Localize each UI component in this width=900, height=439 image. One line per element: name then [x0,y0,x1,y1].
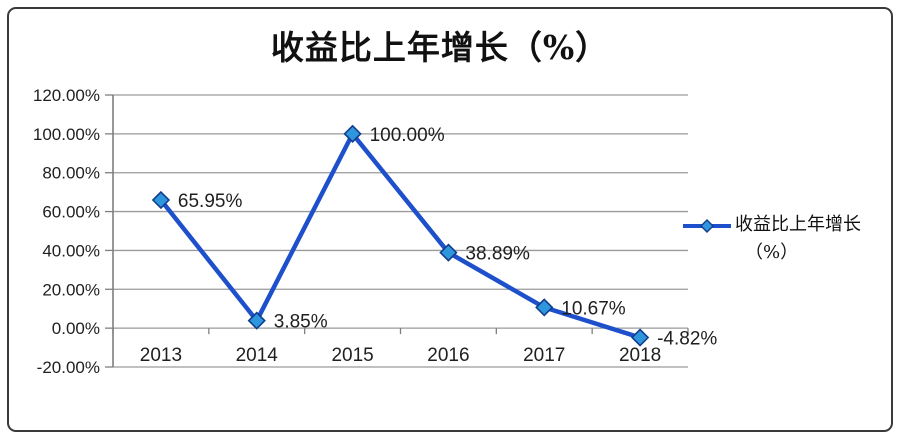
data-point-marker [343,124,362,143]
x-axis-label: 2018 [619,345,661,366]
data-label: 100.00% [370,125,445,146]
legend-label-line1: 收益比上年增长 [735,214,861,235]
y-axis-label: 120.00% [33,86,100,105]
data-point-marker [535,298,554,317]
data-label: 38.89% [465,244,530,265]
legend-label: 收益比上年增长 （%） [735,211,861,267]
data-point-marker [630,328,650,347]
x-axis-label: 2013 [140,345,182,366]
y-axis-label: 60.00% [42,203,100,222]
chart-title: 收益比上年增长（%） [270,28,610,67]
data-label: -4.82% [657,329,717,350]
x-axis-label: 2016 [427,345,469,366]
x-axis-label: 2017 [523,345,565,366]
legend-series-marker-icon [683,219,731,233]
series-line [158,131,643,340]
y-axis-label: 40.00% [42,241,100,260]
legend-diamond-icon [700,219,714,233]
y-axis-label: -20.00% [37,358,100,377]
y-axis-label: 100.00% [33,125,100,144]
x-axis-label: 2014 [236,345,279,366]
x-axis-label: 2015 [331,345,373,366]
y-axis-label: 20.00% [42,280,100,299]
legend: 收益比上年增长 （%） [681,211,861,267]
data-label: 10.67% [561,298,626,319]
data-point-marker [151,190,171,210]
data-label: 3.85% [274,312,328,333]
y-axis-label: 0.00% [52,319,100,338]
data-point-marker [439,243,458,262]
y-axis-label: 80.00% [42,164,100,183]
data-point-marker [247,311,266,330]
legend-label-line2: （%） [745,242,799,263]
data-label: 65.95% [178,191,243,212]
